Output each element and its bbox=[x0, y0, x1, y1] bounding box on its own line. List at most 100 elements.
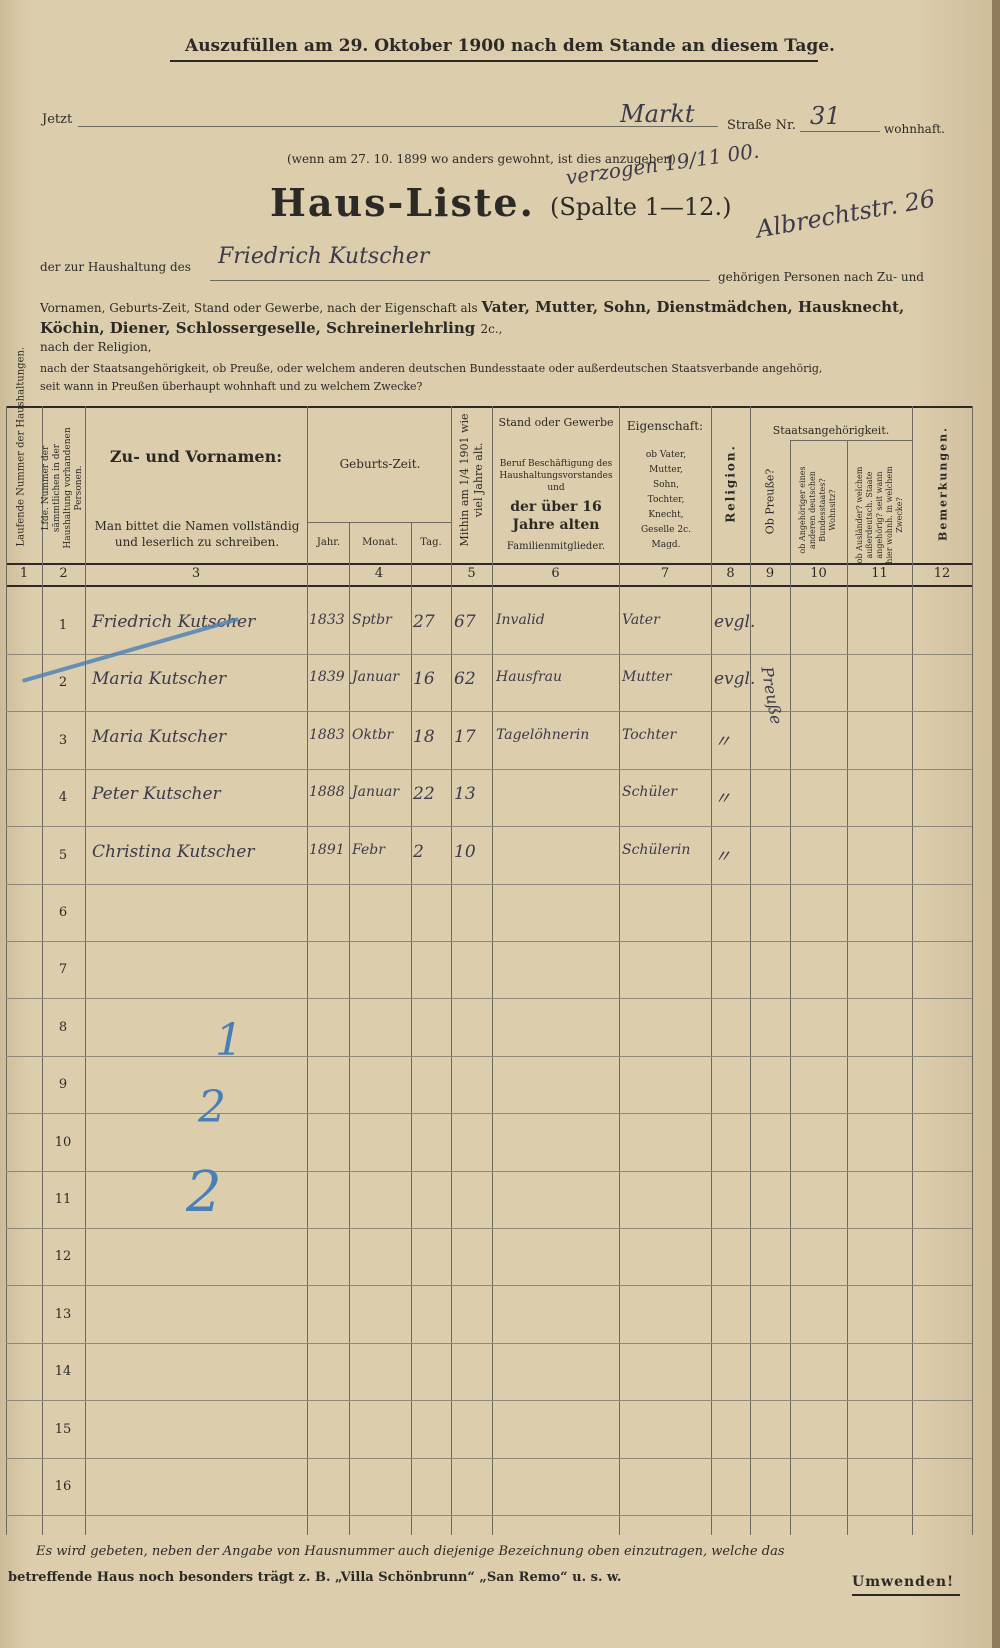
household-head-handwritten: Friedrich Kutscher bbox=[218, 244, 430, 269]
row-number: 1 bbox=[58, 618, 68, 633]
column-number: 10 bbox=[810, 566, 827, 581]
column-number: 4 bbox=[374, 566, 384, 581]
description-examples: Vater, Mutter, Sohn, Dienstmädchen, Haus… bbox=[481, 298, 905, 316]
row-number: 9 bbox=[58, 1077, 68, 1093]
col3-note: Man bittet die Namen vollständig und les… bbox=[94, 519, 300, 549]
column-number: 7 bbox=[660, 566, 670, 581]
number-line bbox=[800, 131, 880, 132]
cell-age: 17 bbox=[454, 726, 476, 747]
row-divider bbox=[6, 1055, 972, 1057]
column-divider bbox=[6, 406, 7, 1535]
column-divider bbox=[42, 406, 43, 1535]
cell-occupation: Invalid bbox=[496, 612, 545, 628]
footer-note-line-2: betreffende Haus noch besonders trägt z.… bbox=[8, 1570, 622, 1585]
table-row: 8 bbox=[0, 1000, 972, 1057]
page-title: Haus-Liste. bbox=[270, 180, 535, 225]
table-row: 2 Maria Kutscher 1839 Januar 16 62 Hausfrau Mut… bbox=[0, 655, 972, 713]
cell-religion: 〃 bbox=[714, 846, 731, 867]
cell-relation: Schülerin bbox=[622, 841, 691, 858]
row-number: 4 bbox=[58, 790, 68, 806]
column-number: 11 bbox=[871, 566, 888, 581]
table-row: 10 bbox=[0, 1115, 972, 1172]
header-bottom-border bbox=[6, 563, 972, 565]
table-row: 15 bbox=[0, 1402, 972, 1459]
row-divider bbox=[6, 1170, 972, 1172]
cell-year: 1891 bbox=[309, 841, 345, 858]
col4-title: Geburts-Zeit. bbox=[339, 457, 421, 471]
description-examples-2: Köchin, Diener, Schlossergeselle, Schrei… bbox=[40, 319, 476, 337]
street-label: Straße Nr. bbox=[727, 118, 796, 133]
col5-header: Mithin am 1/4 1901 wie viel Jahre alt. bbox=[458, 413, 485, 547]
description-line-5: seit wann in Preußen überhaupt wohnhaft … bbox=[40, 380, 423, 393]
col4-day: Tag. bbox=[420, 537, 442, 548]
row-number: 10 bbox=[54, 1134, 72, 1150]
cell-day: 2 bbox=[413, 841, 424, 862]
row-number: 2 bbox=[58, 675, 68, 691]
blue-tally-2: 2 bbox=[198, 1082, 226, 1133]
cell-relation: Schüler bbox=[622, 784, 677, 801]
row-number: 8 bbox=[58, 1019, 68, 1035]
col6-title: Stand oder Gewerbe bbox=[498, 416, 614, 429]
cell-month: Januar bbox=[352, 784, 400, 801]
turn-over-underline bbox=[852, 1594, 960, 1596]
citizenship-subheader-line bbox=[790, 440, 912, 441]
heading-underline bbox=[170, 60, 818, 62]
household-label: der zur Haushaltung des bbox=[40, 260, 191, 274]
row-divider bbox=[6, 826, 972, 828]
cell-relation: Mutter bbox=[622, 669, 672, 686]
street-handwritten: Markt bbox=[620, 100, 695, 128]
column-divider bbox=[349, 522, 350, 1535]
cell-age: 13 bbox=[454, 784, 476, 805]
cell-religion: evgl. bbox=[714, 612, 756, 632]
cell-age: 67 bbox=[454, 612, 476, 632]
column-divider bbox=[451, 406, 452, 1535]
column-divider bbox=[85, 406, 86, 1535]
cell-year: 1888 bbox=[309, 784, 345, 801]
resident-label: wohnhaft. bbox=[884, 122, 945, 136]
col10-header: ob Angehöriger eines anderen deutschen B… bbox=[798, 466, 837, 554]
row-number: 3 bbox=[58, 732, 68, 748]
cell-name: Maria Kutscher bbox=[92, 669, 227, 690]
row-number: 16 bbox=[54, 1479, 72, 1494]
column-number: 5 bbox=[467, 566, 476, 581]
cell-year: 1839 bbox=[309, 669, 345, 686]
table-row: 6 bbox=[0, 885, 972, 942]
description-etc: 2c., bbox=[480, 322, 503, 336]
column-number: 2 bbox=[59, 566, 68, 581]
description-line-2: Köchin, Diener, Schlossergeselle, Schrei… bbox=[40, 319, 503, 337]
blue-tally-3: 2 bbox=[186, 1160, 222, 1225]
cell-month: Febr bbox=[352, 841, 385, 858]
cell-name: Christina Kutscher bbox=[92, 841, 255, 862]
cell-day: 27 bbox=[413, 612, 435, 632]
col1-header: Laufende Nummer der Haushaltungen. bbox=[15, 346, 27, 547]
table-row: 3 Maria Kutscher 1883 Oktbr 18 17 Tagelöhnerin… bbox=[0, 713, 972, 770]
column-divider bbox=[307, 406, 308, 1535]
table-row: 12 bbox=[0, 1229, 972, 1287]
row-number: 5 bbox=[58, 847, 68, 863]
cell-relation: Vater bbox=[622, 612, 660, 628]
column-number: 8 bbox=[726, 566, 735, 581]
table-row: 11 bbox=[0, 1172, 972, 1229]
column-numbers-bottom-border bbox=[6, 585, 972, 587]
column-divider bbox=[912, 406, 913, 1535]
row-divider bbox=[6, 941, 972, 942]
row-divider bbox=[6, 654, 972, 655]
col12-header: Bemerkungen. bbox=[936, 426, 950, 541]
col7-sub: ob Vater, Mutter, Sohn, Tochter, Knecht,… bbox=[640, 450, 692, 550]
cell-religion: 〃 bbox=[714, 789, 731, 810]
row-divider bbox=[6, 1228, 972, 1229]
col7-title: Eigenschaft: bbox=[626, 419, 704, 433]
col8-header: Religion. bbox=[723, 444, 738, 523]
cell-religion: 〃 bbox=[714, 731, 731, 752]
column-divider bbox=[972, 406, 973, 1535]
col6-bold: der über 16 Jahre alten bbox=[510, 499, 602, 533]
column-number: 9 bbox=[765, 566, 775, 581]
cell-year: 1833 bbox=[309, 612, 345, 628]
column-divider bbox=[750, 406, 751, 1535]
row-divider bbox=[6, 998, 972, 1000]
cell-religion: evgl. bbox=[714, 669, 756, 690]
column-divider bbox=[711, 406, 712, 1535]
row-number: 7 bbox=[58, 962, 68, 978]
col6-sub: Beruf Beschäftigung des Haushaltungsvors… bbox=[499, 459, 613, 493]
cell-relation: Tochter bbox=[622, 726, 677, 743]
